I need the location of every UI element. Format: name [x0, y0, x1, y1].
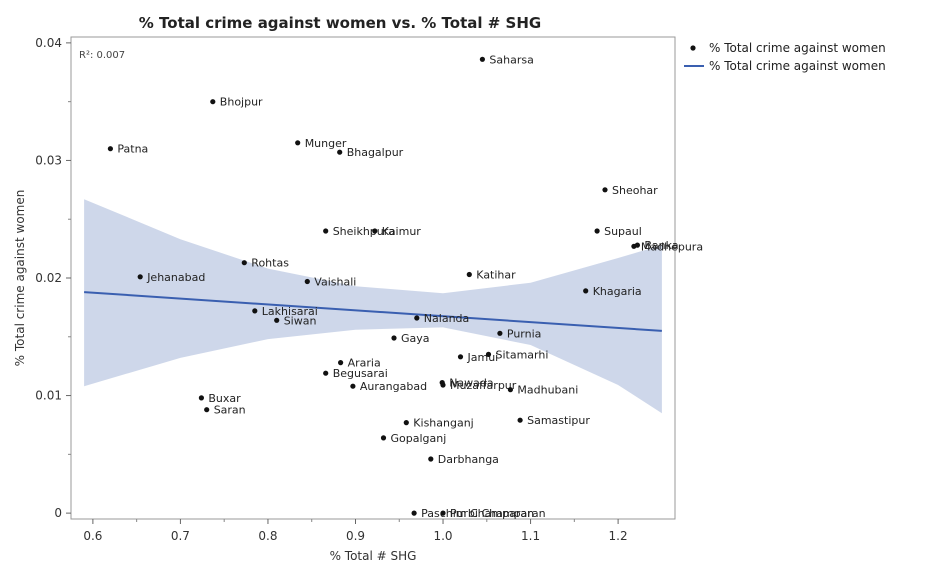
data-point	[252, 308, 258, 314]
data-point-label: Lakhisarai	[262, 305, 318, 318]
data-point	[411, 510, 417, 516]
data-point-label: Jehanabad	[146, 271, 205, 284]
data-point	[497, 330, 503, 336]
data-point	[634, 242, 641, 248]
data-point-label: Sitamarhi	[496, 348, 549, 361]
data-point-label: Rohtas	[251, 257, 289, 270]
data-point-label: Buxar	[208, 392, 241, 405]
x-axis-label: % Total # SHG	[330, 549, 417, 563]
data-point	[466, 271, 472, 278]
y-tick-label: 0	[54, 506, 62, 520]
data-point	[428, 456, 434, 462]
data-point-label: Sheohar	[612, 184, 658, 197]
data-point	[304, 278, 310, 285]
data-point	[485, 351, 492, 357]
x-tick-label: 0.7	[171, 529, 190, 543]
y-tick-label: 0.02	[35, 271, 62, 285]
data-point-label: Madhubani	[517, 384, 578, 397]
x-tick-label: 0.8	[258, 529, 277, 543]
data-point	[380, 435, 387, 441]
data-point	[391, 335, 397, 341]
data-point	[204, 407, 210, 413]
x-tick-label: 1.0	[433, 529, 452, 543]
data-point-label: Siwan	[284, 314, 317, 327]
data-point	[274, 317, 280, 323]
data-point-label: Supaul	[604, 225, 642, 238]
regression-line	[84, 291, 662, 332]
data-point	[602, 187, 608, 193]
data-point	[457, 354, 464, 360]
data-point	[338, 360, 344, 366]
data-point	[440, 382, 446, 388]
data-point	[583, 288, 589, 294]
data-point	[295, 140, 301, 146]
x-tick-label: 1.1	[521, 529, 540, 543]
data-point	[403, 420, 409, 426]
data-point-label: Katihar	[476, 269, 516, 282]
legend-entry-fit: % Total crime against women	[709, 59, 886, 73]
data-point-label: Saran	[214, 404, 246, 417]
legend-entry-points: % Total crime against women	[709, 41, 886, 55]
data-point-label: Banka	[644, 239, 678, 252]
data-point-label: Munger	[305, 137, 347, 150]
data-point-label: Patna	[117, 143, 148, 156]
data-point-label: Madhepura	[641, 240, 703, 253]
data-point	[507, 387, 513, 393]
data-point-label: Nawada	[449, 377, 493, 390]
data-point	[337, 149, 343, 155]
data-point	[323, 228, 329, 234]
x-axis: 0.6 0.7 0.8 0.9 1.0 1.1 1.2	[83, 519, 628, 543]
data-point-label: Kaimur	[382, 225, 422, 238]
data-point-label: Nalanda	[424, 312, 469, 325]
data-point-label: Purbi Champaran	[450, 507, 546, 520]
x-tick-label: 0.9	[346, 529, 365, 543]
data-point-label: Kishanganj	[413, 417, 473, 430]
x-tick-label: 1.2	[609, 529, 628, 543]
data-point-label: Bhojpur	[220, 96, 263, 109]
data-point-label: Araria	[348, 357, 381, 370]
data-point-label: Gaya	[401, 332, 430, 345]
data-point	[198, 395, 204, 401]
data-point	[517, 417, 523, 423]
y-tick-label: 0.03	[35, 153, 62, 167]
data-point	[414, 315, 420, 321]
x-tick-label: 0.6	[83, 529, 102, 543]
y-axis: 0 0.01 0.02 0.03 0.04	[35, 36, 71, 520]
data-point-label: Saharsa	[489, 53, 533, 66]
y-axis-label: % Total crime against women	[13, 190, 27, 367]
legend-dot-symbol	[690, 45, 696, 51]
y-tick-label: 0.04	[35, 36, 62, 50]
data-point	[137, 274, 143, 280]
data-point-label: Begusarai	[333, 367, 388, 380]
data-point	[241, 260, 247, 266]
data-point-label: Khagaria	[593, 285, 642, 298]
data-point-label: Muzaffarpur	[450, 379, 517, 392]
data-point-label: Gopalganj	[391, 432, 447, 445]
r-squared-annotation: R²: 0.007	[79, 50, 125, 61]
data-point-label: Paschim Champaran	[421, 507, 534, 520]
data-point	[594, 228, 600, 234]
data-point	[350, 383, 356, 389]
data-point-label: Vaishali	[314, 276, 356, 289]
data-point-label: Bhagalpur	[347, 146, 404, 159]
data-point-label: Darbhanga	[438, 453, 499, 466]
y-tick-label: 0.01	[35, 389, 62, 403]
data-point	[210, 99, 216, 105]
data-point	[107, 146, 113, 152]
chart-title: % Total crime against women vs. % Total …	[139, 14, 541, 32]
data-point	[479, 56, 485, 62]
data-point	[440, 510, 446, 516]
confidence-band	[84, 199, 662, 414]
data-point-label: Purnia	[507, 327, 542, 340]
data-point-label: Aurangabad	[360, 380, 427, 393]
legend: % Total crime against women % Total crim…	[684, 41, 886, 73]
data-point-label: Jamui	[467, 351, 499, 364]
data-point	[323, 370, 329, 376]
data-point-label: Samastipur	[527, 414, 590, 427]
data-point-label: Sheikhpura	[333, 225, 395, 238]
data-point	[372, 228, 378, 234]
